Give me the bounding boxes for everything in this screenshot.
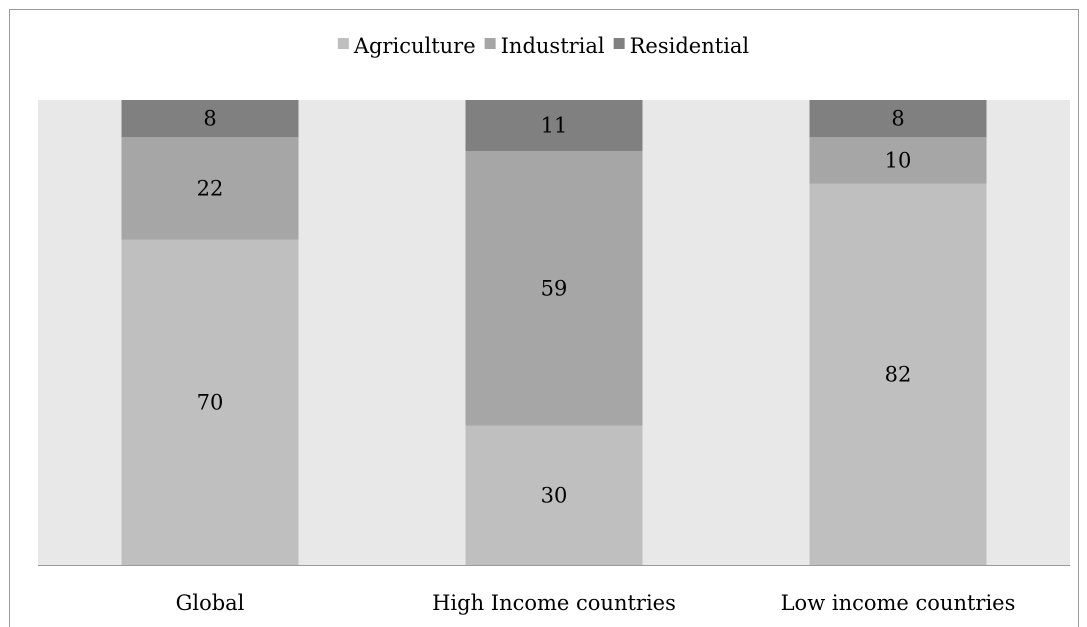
legend-item-industrial: Industrial: [484, 34, 605, 58]
chart-frame: [9, 9, 1079, 627]
bar-high-income-countries-residential: [465, 100, 643, 152]
x-tick-label-high-income-countries: High Income countries: [432, 591, 676, 615]
legend-swatch-industrial: [484, 38, 496, 49]
data-label-low-income-countries-agriculture: 82: [885, 362, 912, 386]
legend-item-agriculture: Agriculture: [337, 34, 476, 58]
bars: [121, 100, 987, 565]
legend-label-residential: Residential: [630, 34, 750, 58]
data-label-global-residential: 8: [203, 107, 216, 131]
data-label-global-industrial: 22: [197, 176, 224, 200]
bar-global-industrial: [121, 137, 299, 240]
x-tick-label-low-income-countries: Low income countries: [781, 591, 1016, 615]
bar-high-income-countries-agriculture: [465, 425, 643, 565]
legend-swatch-residential: [613, 38, 625, 49]
data-label-low-income-countries-residential: 8: [891, 107, 904, 131]
data-labels: 70 22 8 30 59 11 82 10 8: [197, 107, 912, 508]
data-label-low-income-countries-industrial: 10: [885, 148, 912, 172]
data-label-high-income-countries-residential: 11: [541, 114, 568, 138]
legend-swatch-agriculture: [337, 38, 349, 49]
data-label-high-income-countries-industrial: 59: [541, 276, 568, 300]
legend: Agriculture Industrial Residential: [337, 34, 750, 58]
legend-label-agriculture: Agriculture: [353, 34, 476, 58]
bar-high-income-countries-industrial: [465, 151, 643, 426]
bar-global-agriculture: [121, 239, 299, 565]
bar-low-income-countries-residential: [809, 100, 987, 138]
x-axis-tick-labels: Global High Income countries Low income co…: [176, 591, 1016, 615]
x-tick-label-global: Global: [176, 591, 245, 615]
legend-label-industrial: Industrial: [501, 34, 605, 58]
legend-item-residential: Residential: [613, 34, 750, 58]
bar-low-income-countries-agriculture: [809, 183, 987, 565]
data-label-high-income-countries-agriculture: 30: [541, 483, 568, 507]
bar-global-residential: [121, 100, 299, 138]
data-label-global-agriculture: 70: [197, 390, 224, 414]
bar-low-income-countries-industrial: [809, 137, 987, 184]
